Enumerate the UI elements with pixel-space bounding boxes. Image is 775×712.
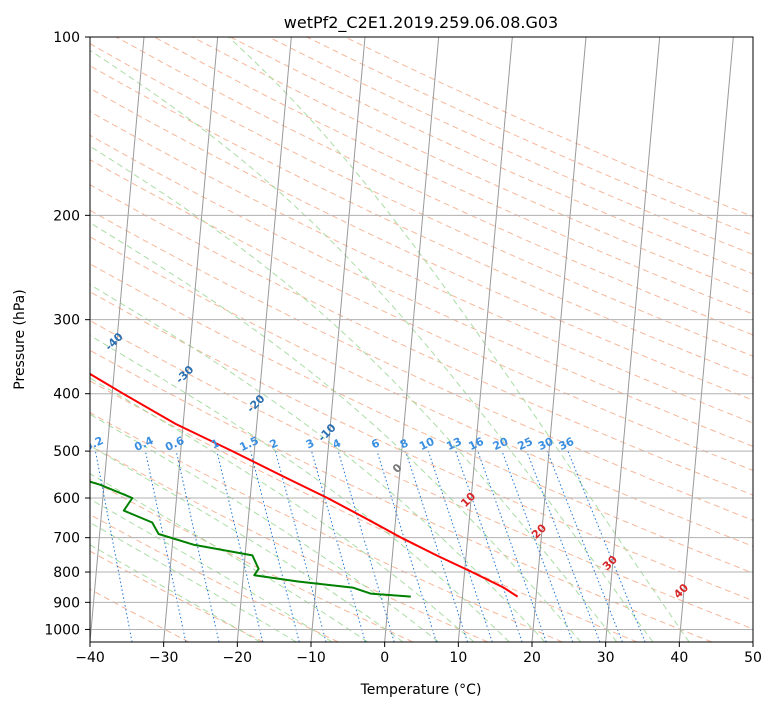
x-tick-label: −40 [75, 650, 105, 666]
x-tick-label: 20 [523, 650, 541, 666]
y-axis-label: Pressure (hPa) [12, 289, 28, 389]
y-tick-label: 600 [53, 491, 80, 507]
y-tick-label: 1000 [44, 622, 80, 638]
x-tick-label: −20 [223, 650, 253, 666]
x-tick-label: 50 [744, 650, 762, 666]
y-tick-label: 500 [53, 444, 80, 460]
x-tick-label: 10 [449, 650, 467, 666]
chart-title: wetPf2_C2E1.2019.259.06.08.G03 [284, 13, 558, 33]
y-tick-label: 800 [53, 565, 80, 581]
y-tick-label: 900 [53, 595, 80, 611]
x-tick-label: 0 [380, 650, 389, 666]
y-tick-label: 400 [53, 387, 80, 403]
y-tick-label: 200 [53, 208, 80, 224]
x-tick-label: −30 [149, 650, 179, 666]
x-tick-label: 30 [597, 650, 615, 666]
x-tick-label: −10 [296, 650, 326, 666]
x-tick-label: 40 [670, 650, 688, 666]
x-axis-label: Temperature (°C) [360, 682, 482, 698]
y-tick-label: 300 [53, 313, 80, 329]
y-tick-label: 100 [53, 30, 80, 46]
y-tick-label: 700 [53, 531, 80, 547]
